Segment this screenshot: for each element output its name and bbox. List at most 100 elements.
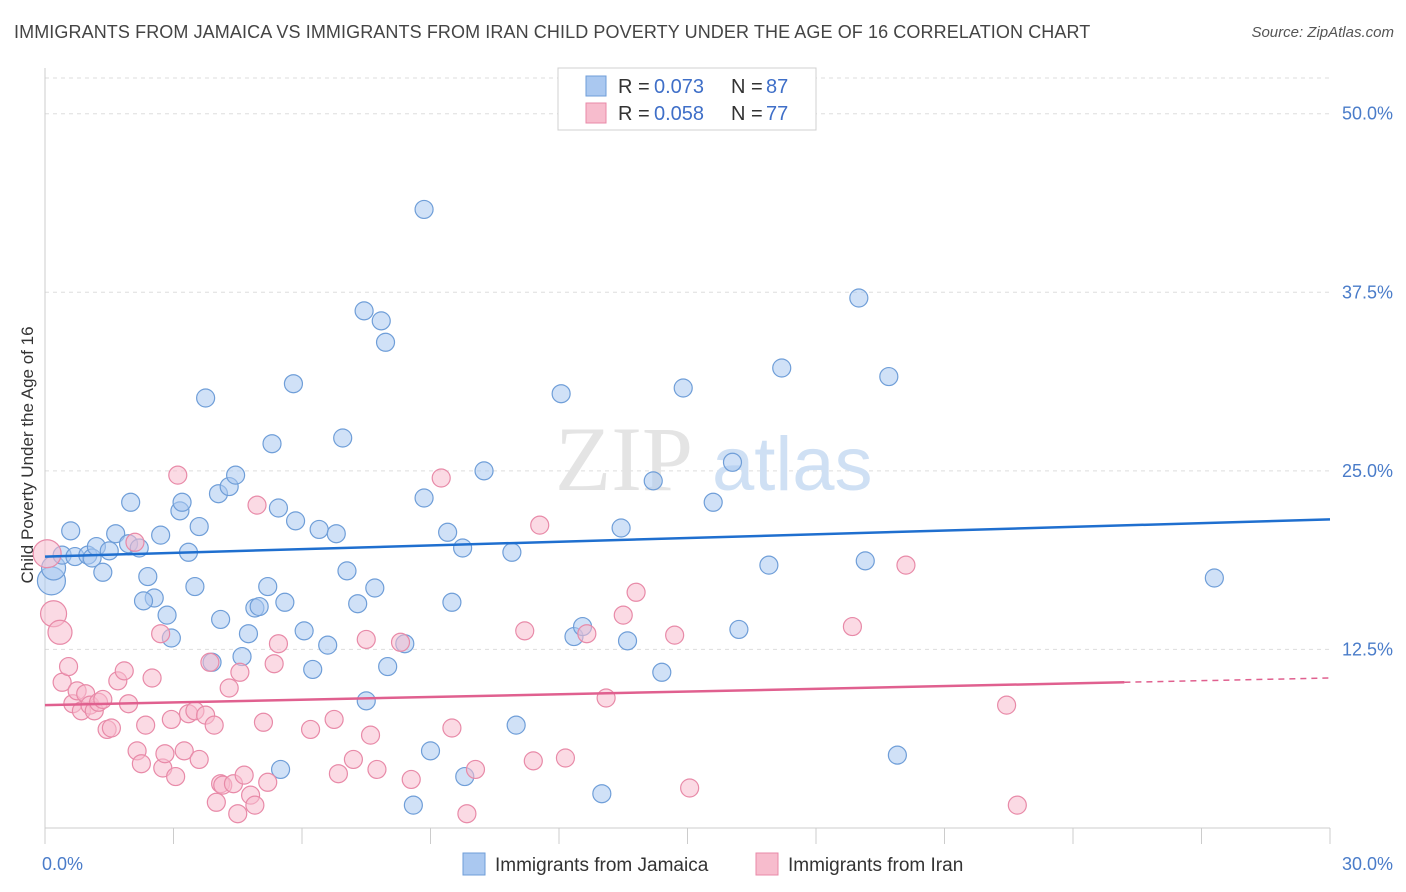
jamaica-point <box>611 518 631 538</box>
source-label: Source: ZipAtlas.com <box>1251 24 1394 41</box>
iran-point <box>356 629 376 650</box>
iran-point <box>189 749 209 770</box>
jamaica-point <box>121 492 141 512</box>
iran-point <box>247 495 267 515</box>
y-tick-labels: 12.5% 25.0% 37.5% 50.0% <box>1342 104 1393 660</box>
jamaica-point <box>551 384 571 404</box>
axes <box>44 68 1331 844</box>
grid-lines <box>45 77 1330 650</box>
jamaica-point <box>326 524 346 544</box>
legend-swatch-iran <box>585 102 607 124</box>
legend-n-label: N = <box>731 103 763 125</box>
iran-point <box>234 765 254 785</box>
iran-point <box>555 748 576 768</box>
legend-r-value: 0.058 <box>654 103 704 125</box>
iran-point <box>328 764 349 784</box>
jamaica-point <box>453 538 473 558</box>
jamaica-point <box>303 659 323 680</box>
jamaica-point <box>855 551 875 571</box>
iran-point <box>253 712 274 732</box>
iran-point <box>431 468 451 488</box>
iran-point <box>343 749 363 770</box>
bottom-legend-label-iran: Immigrants from Iran <box>788 855 963 876</box>
jamaica-point <box>238 624 259 644</box>
jamaica-point <box>258 576 278 597</box>
iran-point <box>47 619 73 645</box>
jamaica-point <box>703 492 723 512</box>
iran-point <box>200 652 220 672</box>
iran-point <box>125 532 145 552</box>
jamaica-point <box>652 662 672 682</box>
y-tick-label: 37.5% <box>1342 282 1393 302</box>
jamaica-point <box>262 434 282 454</box>
jamaica-point <box>189 516 209 537</box>
iran-point <box>245 795 265 815</box>
jamaica-point <box>849 288 869 308</box>
iran-point <box>166 766 186 787</box>
iran-point <box>577 624 597 644</box>
jamaica-point <box>617 631 638 651</box>
jamaica-point <box>506 715 526 735</box>
bottom-legend-label-jamaica: Immigrants from Jamaica <box>495 855 709 876</box>
jamaica-point <box>333 428 353 448</box>
iran-point <box>136 715 156 735</box>
iran-point <box>142 668 162 688</box>
iran-point <box>131 754 151 774</box>
jamaica-point <box>378 656 398 677</box>
stats-legend: R = 0.073 N = 87 R = 0.058 N = 77 <box>557 67 817 131</box>
jamaica-point <box>309 519 329 540</box>
jamaica-point <box>592 784 612 804</box>
jamaica-point <box>502 542 522 562</box>
iran-point <box>596 688 616 708</box>
iran-point <box>626 582 646 602</box>
jamaica-point <box>270 759 291 780</box>
jamaica-point <box>226 465 246 485</box>
iran-point <box>114 661 134 681</box>
iran-point <box>523 751 543 771</box>
bottom-legend-swatch-jamaica <box>462 852 486 876</box>
jamaica-point <box>268 498 289 518</box>
iran-point <box>665 625 685 645</box>
bottom-legend-swatch-iran <box>755 852 779 876</box>
jamaica-point <box>157 605 177 625</box>
iran-point <box>268 634 289 654</box>
iran-point <box>258 772 278 792</box>
jamaica-point <box>722 452 743 472</box>
y-tick-label: 12.5% <box>1342 639 1393 659</box>
iran-point <box>155 744 175 764</box>
iran-point <box>300 719 321 740</box>
iran-point <box>168 465 188 485</box>
jamaica-point <box>106 524 126 544</box>
jamaica-point <box>356 691 376 711</box>
iran-point <box>93 689 113 710</box>
legend-n-label: N = <box>731 76 763 98</box>
jamaica-point <box>879 366 899 387</box>
jamaica-point <box>1204 568 1224 588</box>
jamaica-point <box>403 795 423 815</box>
jamaica-point <box>99 541 119 561</box>
iran-point <box>842 616 863 637</box>
legend-n-value: 87 <box>766 76 788 98</box>
trend-line-jamaica <box>44 518 1331 558</box>
iran-point <box>264 654 284 674</box>
jamaica-point <box>474 461 494 481</box>
jamaica-point <box>283 374 304 394</box>
iran-point <box>1007 795 1027 815</box>
iran-point <box>465 759 486 780</box>
jamaica-point <box>887 745 907 765</box>
jamaica-point <box>348 594 368 614</box>
iran-point <box>515 621 535 641</box>
iran-point <box>32 539 62 569</box>
iran-point <box>997 695 1017 715</box>
jamaica-point <box>643 471 663 491</box>
jamaica-point <box>759 555 779 575</box>
iran-point <box>896 555 916 575</box>
y-tick-label: 25.0% <box>1342 461 1393 481</box>
iran-point <box>101 718 121 738</box>
jamaica-point <box>172 492 192 512</box>
jamaica-point <box>196 388 216 408</box>
jamaica-point <box>138 566 158 587</box>
y-tick-label: 50.0% <box>1342 104 1393 124</box>
trend-line-iran-extension <box>1124 677 1331 684</box>
jamaica-point <box>729 619 749 640</box>
